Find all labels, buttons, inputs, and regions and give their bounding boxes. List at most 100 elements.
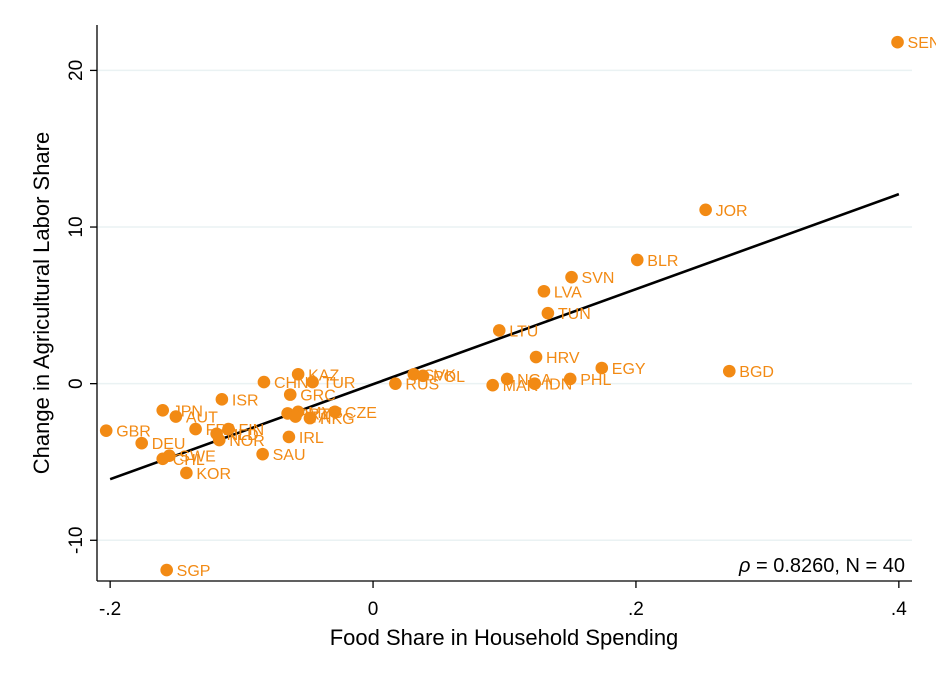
x-axis-title: Food Share in Household Spending [330,625,679,650]
data-point [169,410,183,423]
fit-line [109,192,900,481]
point-label: NOR [229,433,265,450]
point-label: POL [433,369,465,386]
point-label: SGP [177,563,211,580]
x-tick-label: 0 [368,599,379,620]
data-point [563,372,577,386]
data-point [416,369,430,383]
y-ticks: -10 0 10 20 [66,60,97,554]
point-label: CHL [173,452,205,469]
point-label: BLR [647,253,678,270]
point-label: HKG [320,411,355,428]
data-point [215,393,229,406]
point-label: ISR [232,392,259,409]
point-label: NGA [517,372,552,389]
point-label: TUN [558,306,591,323]
data-points [99,35,904,577]
data-point [256,447,269,461]
point-label: LTU [509,323,538,340]
fit-line-group [109,192,900,481]
point-label: EGY [612,361,646,378]
data-point [222,422,235,436]
point-label: FRA [206,422,238,439]
point-label: GRC [300,388,336,405]
point-label: LVA [554,284,582,301]
data-point [486,378,499,392]
data-point [492,324,506,337]
data-point [306,375,319,389]
data-point [160,563,173,577]
x-tick-label: .4 [891,599,907,620]
y-tick-label: 0 [66,378,87,389]
data-point [630,253,644,267]
data-point [529,350,543,364]
point-label: IDN [545,377,573,394]
point-label: SVN [582,270,615,287]
point-label: AUT [186,410,218,427]
point-label: SWE [179,449,215,466]
point-label: BGD [739,364,774,381]
data-point [528,377,542,390]
data-point [212,433,226,447]
x-tick-label: .2 [628,599,644,620]
point-label: NLD [227,427,259,444]
y-tick-label: 20 [66,60,87,81]
point-label: GBR [116,424,151,441]
data-point [283,388,297,401]
data-point [291,367,305,381]
point-label: SAU [273,447,306,464]
axes [96,25,912,582]
point-label: JPN [173,403,203,420]
point-label: KAZ [308,367,339,384]
x-tick-label: -.2 [99,599,121,620]
y-tick-label: -10 [66,527,87,554]
stats-text: = 0.8260, N = 40 [750,555,905,577]
point-label: PRT [298,406,330,423]
data-point [282,430,296,444]
data-point [156,403,170,417]
point-label: MYS [308,405,343,422]
point-label: KOR [196,466,231,483]
point-label: MAR [503,378,539,395]
point-label: CZE [345,405,377,422]
point-label: IRL [299,430,324,447]
rho-symbol: ρ [738,555,750,577]
point-label: JOR [716,203,748,220]
point-label: CHN [274,375,309,392]
data-point [156,452,170,466]
point-label: RUS [405,377,439,394]
point-label: TUR [323,375,356,392]
point-label: DEU [152,436,186,453]
data-point [595,361,609,375]
data-point [99,424,113,437]
data-point [257,375,271,389]
point-label: HRV [546,350,580,367]
data-point [303,411,317,425]
data-point [328,405,342,419]
data-point [541,306,555,320]
data-point [180,466,193,480]
x-ticks: -.2 0 .2 .4 [99,581,907,620]
data-point [565,270,578,284]
point-label: ITA [305,410,329,427]
data-point [135,436,148,450]
data-point [500,372,514,386]
point-label: PHL [580,372,611,389]
stats-annotation: ρ = 0.8260, N = 40 [738,555,905,577]
point-label: SVK [424,367,456,384]
data-point [289,410,302,423]
point-label: SEN [908,35,936,52]
data-point [389,377,402,390]
y-tick-label: 10 [66,216,87,237]
data-point [722,364,736,378]
data-point [891,35,904,49]
gridlines [97,69,912,542]
data-point [189,422,202,436]
point-label: FIN [238,422,264,439]
data-point [537,284,551,298]
y-axis-title: Change in Agricultural Labor Share [29,132,54,474]
data-point [699,203,712,217]
